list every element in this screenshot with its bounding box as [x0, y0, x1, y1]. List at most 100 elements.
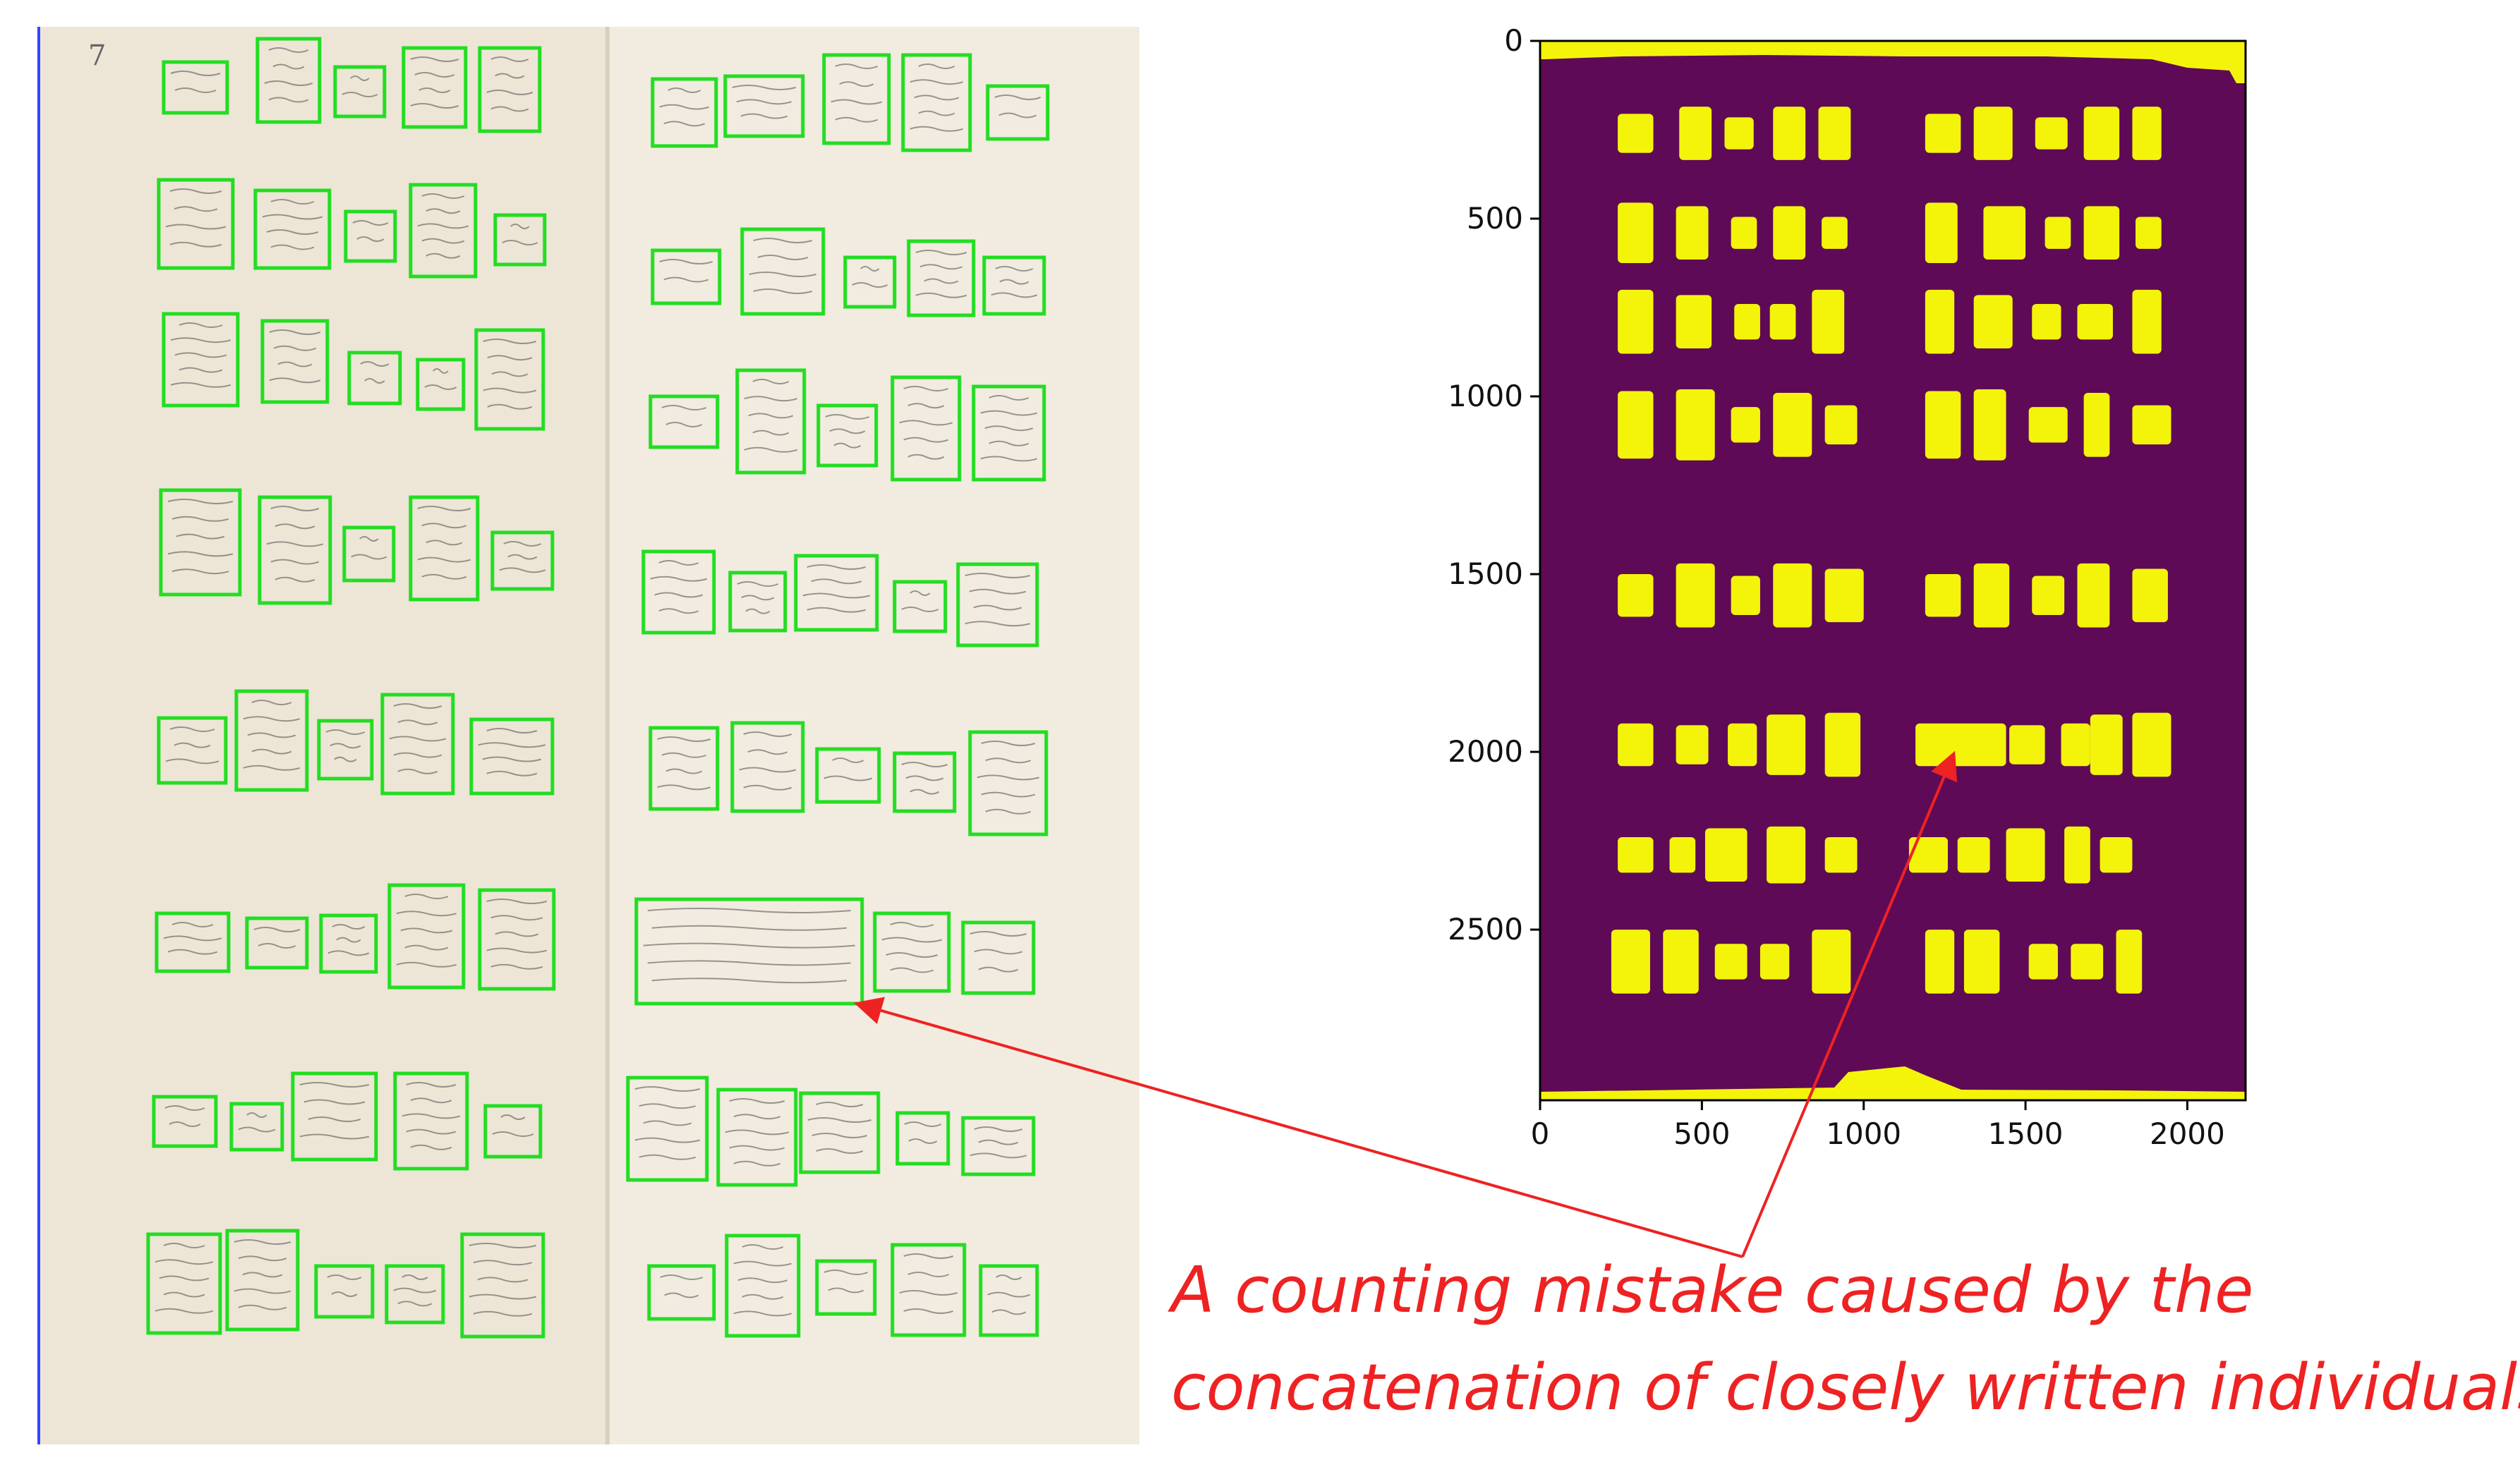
mask-blob	[1618, 202, 1654, 264]
handwriting-stroke	[860, 266, 880, 272]
handwriting-stroke	[270, 199, 315, 205]
handwriting-stroke	[729, 1098, 785, 1104]
handwriting-stroke	[752, 379, 789, 384]
handwriting-stroke	[418, 87, 451, 93]
handwriting-stroke	[736, 99, 792, 105]
handwriting-stroke	[806, 564, 866, 570]
handwriting-stroke	[155, 1259, 214, 1265]
handwriting-stroke	[753, 238, 813, 243]
mask-blob	[2136, 217, 2162, 249]
detection-box	[152, 1095, 218, 1148]
handwriting-stroke	[978, 1139, 1019, 1145]
handwriting-stroke	[258, 943, 296, 949]
detection-box	[478, 46, 542, 133]
detection-box	[460, 1232, 545, 1339]
detection-box	[822, 53, 891, 145]
handwriting-stroke	[729, 1145, 785, 1151]
handwriting-stroke	[991, 1309, 1026, 1315]
handwriting-stroke	[974, 1126, 1023, 1132]
detection-box	[956, 562, 1039, 647]
handwriting-stroke	[918, 110, 955, 116]
mask-blob	[1676, 295, 1712, 348]
handwriting-stroke	[816, 1148, 864, 1154]
handwriting-stroke	[331, 1291, 358, 1297]
handwriting-stroke	[274, 576, 315, 583]
handwriting-stroke	[169, 188, 222, 194]
mask-blob	[2083, 392, 2110, 457]
detection-box	[650, 77, 718, 148]
handwriting-stroke	[835, 63, 878, 69]
handwriting-stroke	[406, 1082, 456, 1088]
detection-box	[253, 188, 332, 270]
handwriting-stroke	[741, 1293, 784, 1300]
handwriting-stroke	[741, 1244, 784, 1250]
caption-line-1: A counting mistake caused by the	[1168, 1253, 2253, 1327]
detection-box	[393, 1071, 469, 1171]
handwriting-stroke	[909, 590, 931, 596]
detection-box	[647, 1264, 716, 1321]
mask-blob	[1679, 106, 1712, 160]
handwriting-stroke	[238, 1304, 287, 1310]
mask-blob	[2028, 407, 2068, 443]
handwriting-stroke	[334, 756, 357, 762]
mask-blob	[2132, 405, 2171, 445]
handwriting-stroke	[341, 92, 378, 97]
handwriting-stroke	[909, 789, 940, 795]
handwriting-stroke	[266, 229, 319, 235]
handwriting-stroke	[976, 774, 1040, 781]
handwriting-stroke	[969, 588, 1026, 595]
detection-box	[258, 495, 332, 605]
mask-blob	[2132, 106, 2162, 160]
detection-box	[986, 84, 1050, 141]
mask-blob	[1973, 563, 2010, 628]
detection-box	[730, 721, 805, 813]
handwriting-stroke	[667, 87, 701, 93]
handwriting-stroke	[969, 931, 1027, 937]
detection-box	[626, 1076, 709, 1182]
handwriting-stroke	[397, 719, 438, 726]
handwriting-stroke	[159, 1275, 210, 1282]
handwriting-stroke	[638, 1154, 696, 1160]
handwriting-stroke	[881, 937, 943, 943]
detection-box	[342, 525, 396, 583]
handwriting-stroke	[502, 240, 538, 245]
detection-box	[634, 897, 864, 1006]
x-tick-label: 0	[1531, 1116, 1550, 1151]
handwriting-stroke	[503, 541, 542, 547]
handwriting-stroke	[830, 99, 883, 105]
handwriting-stroke	[332, 924, 365, 930]
handwriting-stroke	[908, 1138, 938, 1144]
mask-blob	[1714, 944, 1747, 980]
handwriting-stroke	[634, 1137, 701, 1143]
handwriting-stroke	[964, 573, 1031, 578]
handwriting-stroke	[744, 446, 798, 453]
handwriting-stroke	[238, 1255, 287, 1262]
handwriting-stroke	[802, 592, 871, 599]
detection-box	[961, 920, 1036, 995]
handwriting-stroke	[994, 95, 1041, 100]
detection-box	[380, 693, 455, 796]
handwriting-stroke	[643, 1120, 692, 1126]
detection-box	[892, 751, 957, 813]
mask-blob	[1618, 574, 1654, 617]
mask-blob	[1925, 114, 1961, 153]
handwriting-stroke	[495, 931, 539, 937]
handwriting-stroke	[171, 568, 229, 575]
detection-box	[344, 209, 397, 263]
mask-blob	[1973, 389, 2006, 461]
detection-box	[245, 916, 309, 970]
mask-plot: 0 500 1000 1500 2000 0 500 1000 1500 2000 2500	[1448, 23, 2247, 1151]
handwriting-stroke	[909, 79, 964, 85]
handwriting-stroke	[995, 1274, 1022, 1280]
mask-blob	[1925, 574, 1961, 617]
handwriting-stroke	[828, 1287, 864, 1293]
handwriting-stroke	[638, 1103, 696, 1109]
handwriting-stroke	[829, 428, 866, 434]
handwriting-stroke	[832, 757, 864, 763]
handwriting-stroke	[999, 279, 1029, 285]
handwriting-ink	[155, 47, 1041, 1317]
handwriting-stroke	[657, 784, 711, 791]
handwriting-stroke	[980, 410, 1038, 416]
handwriting-stroke	[406, 1128, 456, 1135]
handwriting-stroke	[486, 899, 547, 904]
